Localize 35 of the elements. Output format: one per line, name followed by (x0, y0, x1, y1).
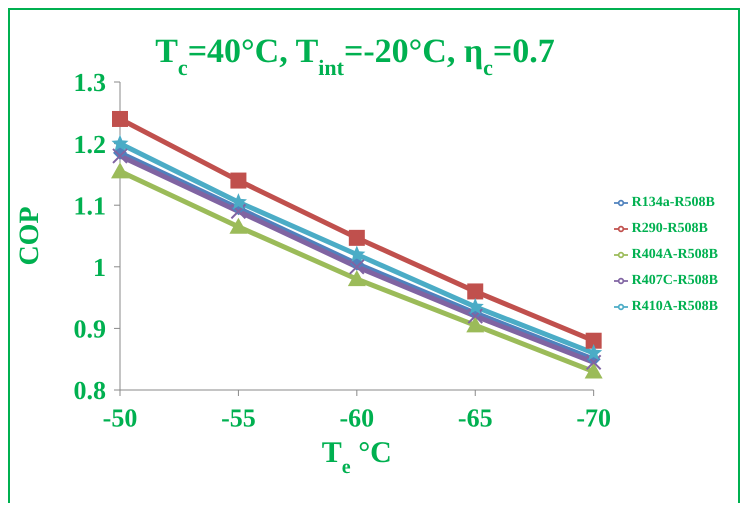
point (230, 203, 246, 220)
y-tick-label: 0.9 (74, 314, 106, 344)
point (348, 230, 365, 246)
y-tick-label: 1.3 (74, 68, 106, 98)
point (112, 148, 128, 164)
x-tick-label: -55 (221, 403, 256, 432)
point (230, 172, 246, 189)
legend-label: R407C-R508B (632, 273, 718, 288)
point (467, 283, 484, 300)
x-tick-label: -50 (102, 403, 138, 432)
point (111, 134, 129, 151)
legend-label: R404A-R508B (632, 247, 718, 262)
point (586, 354, 602, 370)
y-tick-label: 1 (93, 253, 106, 282)
point (112, 110, 128, 127)
x-tick-label: -65 (458, 403, 493, 432)
point (229, 218, 248, 234)
legend-label: R290-R508B (632, 221, 708, 236)
point (586, 332, 602, 349)
x-axis-title: T$_{e}$ °C (322, 436, 392, 478)
point (348, 258, 365, 275)
chart-title: T$_{c}$=40°C, T$_{int}$=-20°C, η$_{c}$=0.7 (155, 33, 555, 80)
point (348, 270, 366, 286)
legend-label: R410A-R508B (632, 299, 718, 314)
point (111, 162, 129, 178)
x-tick-label: -70 (576, 403, 611, 432)
legend-label: R134a-R508B (632, 195, 715, 210)
y-tick-label: 0.8 (74, 376, 106, 406)
y-axis-title: COP (14, 206, 45, 266)
point (584, 362, 603, 379)
point (467, 308, 484, 324)
point (466, 316, 484, 332)
y-tick-label: 1.2 (74, 130, 106, 159)
x-tick-label: -60 (339, 403, 374, 432)
y-tick-label: 1.1 (74, 191, 106, 220)
